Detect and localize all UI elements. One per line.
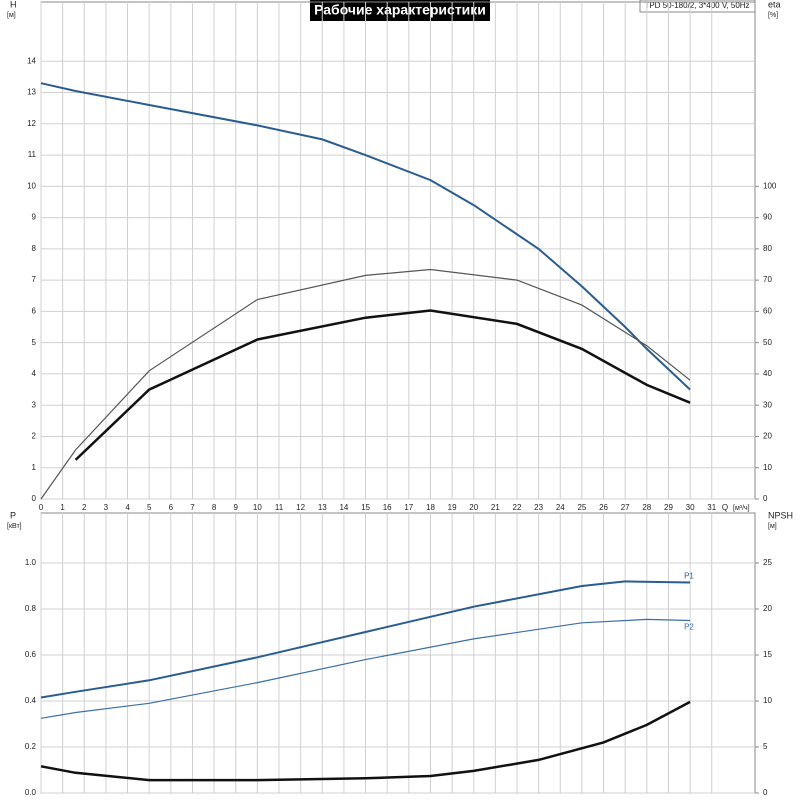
y-tick-label: 1.0 [25,558,37,567]
x-tick-label: 3 [104,503,109,512]
x-tick-label: 18 [426,503,435,512]
x-tick-label: 28 [642,503,651,512]
y2-tick-label: 15 [763,650,772,659]
series-line [40,268,691,500]
x-tick-label: 27 [621,503,630,512]
x-tick-label: 0 [39,503,44,512]
y-axis-unit: [кВт] [7,523,22,530]
x-tick-label: 5 [147,503,152,512]
y-axis-label: H [10,0,17,9]
y-tick-label: 0.2 [25,742,37,751]
y2-tick-label: 0 [763,494,768,503]
x-tick-label: 24 [556,503,565,512]
x-tick-label: 31 [707,503,716,512]
y-tick-label: 4 [32,369,37,378]
series-line [40,580,691,699]
x-tick-label: 30 [686,503,695,512]
y-tick-label: 0.4 [25,696,37,705]
x-tick-label: 9 [234,503,239,512]
x-tick-label: 22 [513,503,522,512]
y-tick-label: 9 [32,213,37,222]
y2-tick-label: 5 [763,742,768,751]
y-tick-label: 6 [32,307,37,316]
series-line [40,82,691,391]
y-tick-label: 7 [32,275,37,284]
y2-tick-label: 20 [763,432,772,441]
y2-tick-label: 20 [763,604,772,613]
x-tick-label: 10 [253,503,262,512]
y2-tick-label: 60 [763,307,772,316]
y2-tick-label: 10 [763,463,772,472]
y2-tick-label: 50 [763,338,772,347]
x-tick-label: 15 [361,503,370,512]
x-tick-label: 19 [448,503,457,512]
series-line [74,309,691,461]
y-tick-label: 11 [28,150,37,159]
y-tick-label: 10 [27,181,36,190]
y2-tick-label: 90 [763,213,772,222]
x-tick-label: 29 [664,503,673,512]
x-tick-label: 6 [169,503,174,512]
x-tick-label: 26 [599,503,608,512]
y-tick-label: 0.6 [25,650,37,659]
y-tick-label: 1 [32,463,37,472]
x-tick-label: 23 [534,503,543,512]
y-axis-unit: [м] [7,12,16,19]
y2-tick-label: 30 [763,400,772,409]
y-tick-label: 12 [27,119,36,128]
x-axis-unit: [м³/ч] [733,505,750,512]
y-tick-label: 3 [32,400,37,409]
x-axis-label: Q [722,503,728,512]
y2-axis-label: eta [768,0,781,9]
x-tick-label: 14 [339,503,348,512]
y2-axis-unit: [м] [768,523,777,530]
plot-frame [40,1,756,500]
y-tick-label: 0.8 [25,604,37,613]
y2-axis-unit: [%] [768,12,778,19]
title-box [310,0,490,21]
series-line [40,618,691,719]
x-tick-label: 25 [577,503,586,512]
x-tick-label: 17 [404,503,413,512]
x-tick-label: 11 [275,503,284,512]
series-label: P2 [684,623,694,632]
chart-title: Рабочие характеристики [314,2,486,18]
y-tick-label: 13 [27,88,36,97]
y2-tick-label: 70 [763,275,772,284]
series-label: P1 [684,572,694,581]
x-tick-label: 13 [318,503,327,512]
y-tick-label: 5 [32,338,37,347]
y-tick-label: 8 [32,244,37,253]
x-tick-label: 4 [125,503,130,512]
y-tick-label: 14 [27,56,36,65]
subtitle: TPD 50-180/2, 3*400 V, 50Hz [644,1,749,10]
x-tick-label: 20 [469,503,478,512]
y2-tick-label: 100 [763,181,777,190]
x-tick-label: 12 [296,503,305,512]
y2-tick-label: 0 [763,788,768,797]
y-tick-label: 0.0 [25,788,37,797]
y2-tick-label: 25 [763,558,772,567]
y2-tick-label: 10 [763,696,772,705]
x-tick-label: 7 [190,503,195,512]
y2-axis-label: NPSH [768,510,793,520]
x-tick-label: 8 [212,503,217,512]
y-tick-label: 2 [32,432,37,441]
y2-tick-label: 40 [763,369,772,378]
x-tick-label: 16 [383,503,392,512]
series-line [40,700,691,782]
x-tick-label: 21 [491,503,500,512]
y-axis-label: P [10,510,16,520]
y-tick-label: 0 [32,494,37,503]
x-tick-label: 2 [82,503,87,512]
x-tick-label: 1 [60,503,65,512]
y2-tick-label: 80 [763,244,772,253]
